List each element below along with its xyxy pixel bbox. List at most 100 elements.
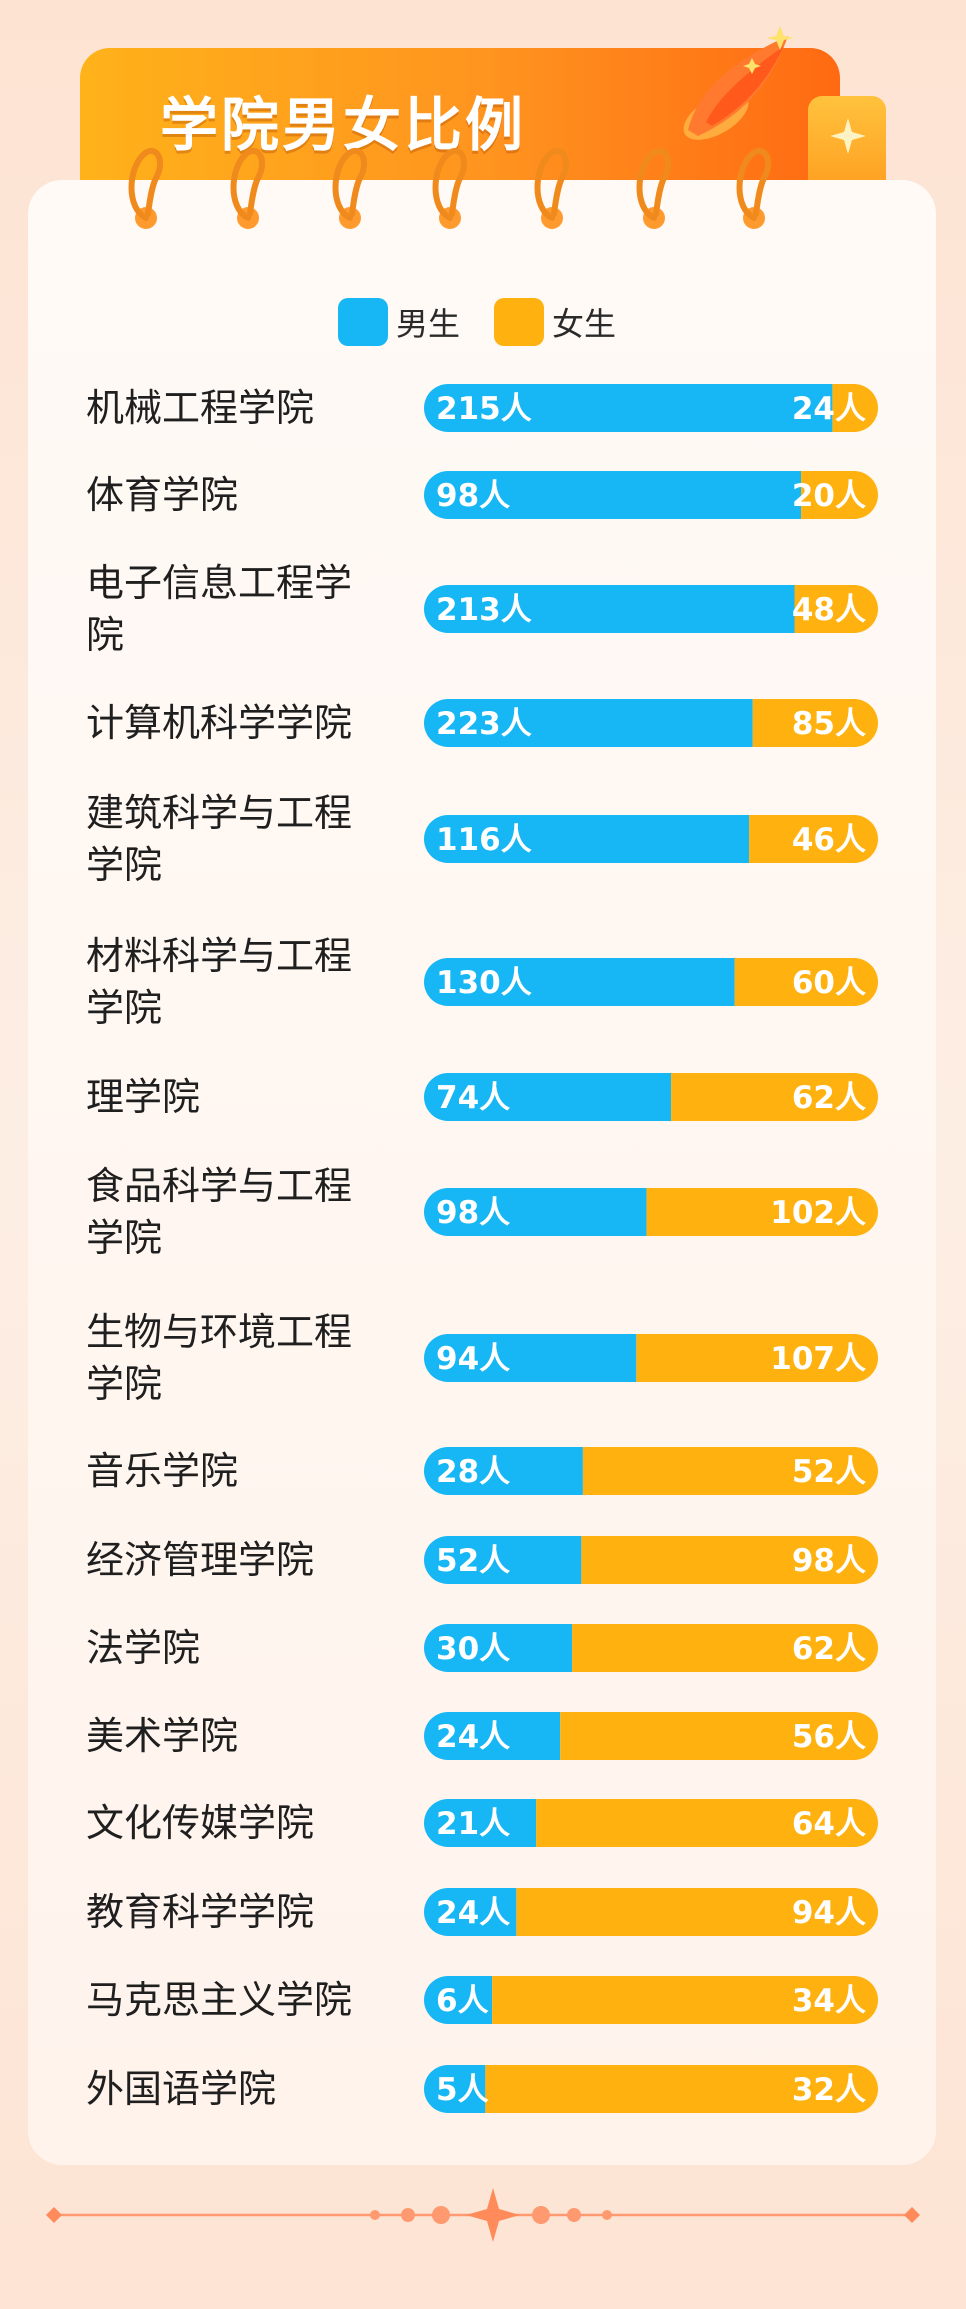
bar-male [424,1712,561,1760]
category-label: 机械工程学院 [86,386,314,430]
category-label: 食品科学与工程 [86,1164,352,1208]
bar-female [749,815,878,863]
data-label-female: 34人 [792,1983,866,2019]
bar-row [424,1624,878,1672]
legend-swatch-female [494,298,545,346]
bar-female [752,699,878,747]
data-label-female: 107人 [770,1341,866,1377]
data-label-male: 94人 [436,1341,510,1377]
data-label-female: 60人 [792,965,866,1001]
bar-female [485,2065,878,2113]
data-label-female: 94人 [792,1895,866,1931]
bar-male [424,1188,647,1236]
bar-female [581,1536,878,1584]
legend-item-female: 女生 [494,298,616,346]
data-label-female: 64人 [792,1806,866,1842]
bar-male [424,958,735,1006]
bar-row [424,699,878,747]
bar-male [424,699,753,747]
data-label-female: 48人 [792,592,866,628]
category-label: 体育学院 [86,473,238,517]
binder-ring [430,148,470,232]
binder-ring [228,148,268,232]
bar-row [424,384,878,432]
category-label: 材料科学与工程 [86,934,352,978]
page-title: 学院男女比例 [160,91,527,159]
bar-male [424,1334,637,1382]
data-label-female: 52人 [792,1454,866,1490]
data-label-female: 20人 [792,478,866,514]
binder-ring [126,148,166,232]
data-label-female: 32人 [792,2072,866,2108]
category-label: 建筑科学与工程 [86,791,352,835]
bar-female [801,471,878,519]
bar-male [424,1799,537,1847]
legend-item-male: 男生 [338,298,460,346]
bar-row [424,1188,878,1236]
category-label: 电子信息工程学 [86,561,352,605]
sparkle-icon [830,118,866,154]
category-label: 学院 [86,1362,162,1406]
data-label-female: 46人 [792,822,866,858]
bar-male [424,1536,582,1584]
bar-male [424,585,795,633]
legend-label-female: 女生 [552,305,617,343]
binder-ring [330,148,370,232]
bar-male [424,1447,583,1495]
category-label: 法学院 [86,1626,200,1670]
chart-legend: 男生 女生 [338,298,650,346]
category-label: 文化传媒学院 [86,1801,314,1845]
category-label: 学院 [86,843,162,887]
category-label: 理学院 [86,1075,200,1119]
rocket-icon [683,26,794,140]
bar-row [424,1712,878,1760]
bar-male [424,815,750,863]
binder-ring [734,148,774,232]
binder-ring [634,148,674,232]
category-label: 美术学院 [86,1714,238,1758]
data-label-male: 21人 [436,1806,510,1842]
bar-row [424,1888,878,1936]
bar-female [734,958,878,1006]
data-label-female: 62人 [792,1080,866,1116]
data-label-male: 24人 [436,1895,510,1931]
category-label: 外国语学院 [86,2067,276,2111]
bar-row [424,1073,878,1121]
binder-ring [532,148,572,232]
bar-female [492,1976,878,2024]
data-label-male: 24人 [436,1719,510,1755]
data-label-female: 98人 [792,1543,866,1579]
category-label: 经济管理学院 [86,1538,314,1582]
bar-female [832,384,878,432]
star-divider-icon [46,2188,920,2242]
category-label: 教育科学学院 [86,1890,314,1934]
bar-female [516,1888,878,1936]
bar-female [536,1799,878,1847]
bar-female [646,1188,878,1236]
bar-male [424,384,833,432]
bar-female [560,1712,878,1760]
bar-male [424,1073,672,1121]
bar-row [424,1334,878,1382]
data-label-male: 130人 [436,965,532,1001]
data-label-male: 74人 [436,1080,510,1116]
category-label: 学院 [86,986,162,1030]
data-label-male: 30人 [436,1631,510,1667]
bar-row [424,1536,878,1584]
bar-female [794,585,878,633]
bar-row [424,471,878,519]
bar-female [572,1624,878,1672]
category-label: 计算机科学学院 [86,701,352,745]
bar-female [636,1334,878,1382]
bar-row [424,1976,878,2024]
bar-row [424,2065,878,2113]
category-label: 生物与环境工程 [86,1310,352,1354]
data-label-male: 28人 [436,1454,510,1490]
data-label-male: 213人 [436,592,532,628]
category-label: 学院 [86,1216,162,1260]
data-label-male: 5人 [436,2072,489,2108]
data-label-female: 102人 [770,1195,866,1231]
bar-female [671,1073,878,1121]
legend-swatch-male [338,298,388,346]
